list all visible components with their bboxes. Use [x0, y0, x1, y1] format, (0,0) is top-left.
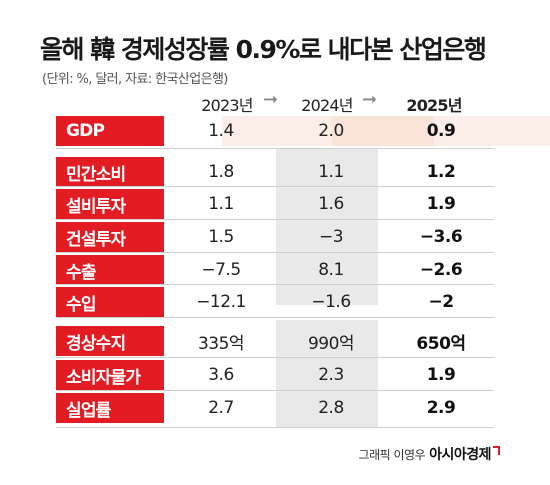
table-row: 수입 −12.1 −1.6 −2 [56, 287, 494, 317]
table-cell: −3 [318, 227, 344, 247]
table-cell: −12.1 [196, 292, 246, 312]
highlight-column-bg [276, 320, 378, 427]
table-cell: 2.0 [318, 121, 344, 141]
table-row: GDP 1.4 2.0 0.9 [56, 116, 550, 146]
source-note: (단위: %, 달러, 자료: 한국산업은행) [42, 72, 228, 87]
table-cell: 2.9 [426, 398, 456, 418]
table-cell: −3.6 [419, 227, 463, 247]
table-cell: 1.1 [208, 194, 234, 214]
table-cell: 2.7 [208, 398, 234, 418]
arrow-icon: ➞ [263, 89, 279, 110]
row-label: 실업률 [56, 393, 164, 423]
row-divider [56, 252, 494, 253]
row-divider [56, 186, 494, 187]
chart-title: 올해 韓 경제성장률 0.9%로 내다본 산업은행 [40, 35, 487, 64]
brand-logo: 아시아경제 [429, 447, 491, 463]
table-cell: 1.5 [208, 227, 234, 247]
row-label: 수입 [56, 287, 164, 317]
row-divider [56, 390, 494, 391]
credit: 그래픽 이영우 아시아경제 [359, 444, 500, 464]
row-label: 설비투자 [56, 189, 164, 219]
row-divider [56, 427, 494, 428]
table-cell: 650억 [416, 333, 466, 354]
column-header-2024: 2024년 [301, 96, 353, 115]
table-row: 건설투자 1.5 −3 −3.6 [56, 222, 494, 252]
table-cell: 1.6 [318, 194, 344, 214]
row-label: GDP [56, 116, 164, 146]
row-label: 건설투자 [56, 222, 164, 252]
highlight-column-bg [276, 148, 378, 305]
arrow-icon: ➞ [362, 89, 378, 110]
row-label: 경상수지 [56, 326, 164, 356]
table-cell: 8.1 [318, 260, 344, 280]
table-cell: 1.9 [426, 365, 456, 385]
table-cell: 990억 [307, 333, 355, 354]
table-row: 실업률 2.7 2.8 2.9 [56, 393, 494, 423]
table-cell: 0.9 [426, 121, 456, 141]
row-divider [56, 317, 494, 318]
table-cell: −7.5 [201, 260, 241, 280]
credit-text: 그래픽 이영우 [358, 448, 426, 462]
table-cell: 1.4 [208, 121, 234, 141]
row-divider [56, 219, 494, 220]
table-cell: 3.6 [208, 365, 234, 385]
table-cell: −2.6 [419, 260, 463, 280]
column-header-2025: 2025년 [406, 96, 462, 115]
table-cell: 1.8 [208, 162, 234, 182]
table-cell: 2.3 [318, 365, 344, 385]
table-cell: 335억 [197, 333, 245, 354]
table-row: 수출 −7.5 8.1 −2.6 [56, 255, 494, 285]
table-cell: −1.6 [311, 292, 351, 312]
table-cell: −2 [428, 292, 454, 312]
table-row: 민간소비 1.8 1.1 1.2 [56, 157, 494, 187]
row-divider [56, 357, 494, 358]
row-label: 소비자물가 [56, 360, 164, 390]
brand-mark-icon [493, 446, 500, 455]
row-label: 민간소비 [56, 157, 164, 187]
row-divider [56, 148, 494, 149]
table-row: 경상수지 335억 990억 650억 [56, 326, 494, 356]
table-cell: 1.9 [426, 194, 456, 214]
row-label: 수출 [56, 255, 164, 285]
column-header-2023: 2023년 [201, 96, 253, 115]
table-row: 소비자물가 3.6 2.3 1.9 [56, 360, 494, 390]
table-cell: 2.8 [318, 398, 344, 418]
table-cell: 1.2 [426, 162, 456, 182]
gdp-row-highlight [332, 116, 434, 146]
row-divider [56, 284, 494, 285]
table-cell: 1.1 [318, 162, 344, 182]
table-row: 설비투자 1.1 1.6 1.9 [56, 189, 494, 219]
